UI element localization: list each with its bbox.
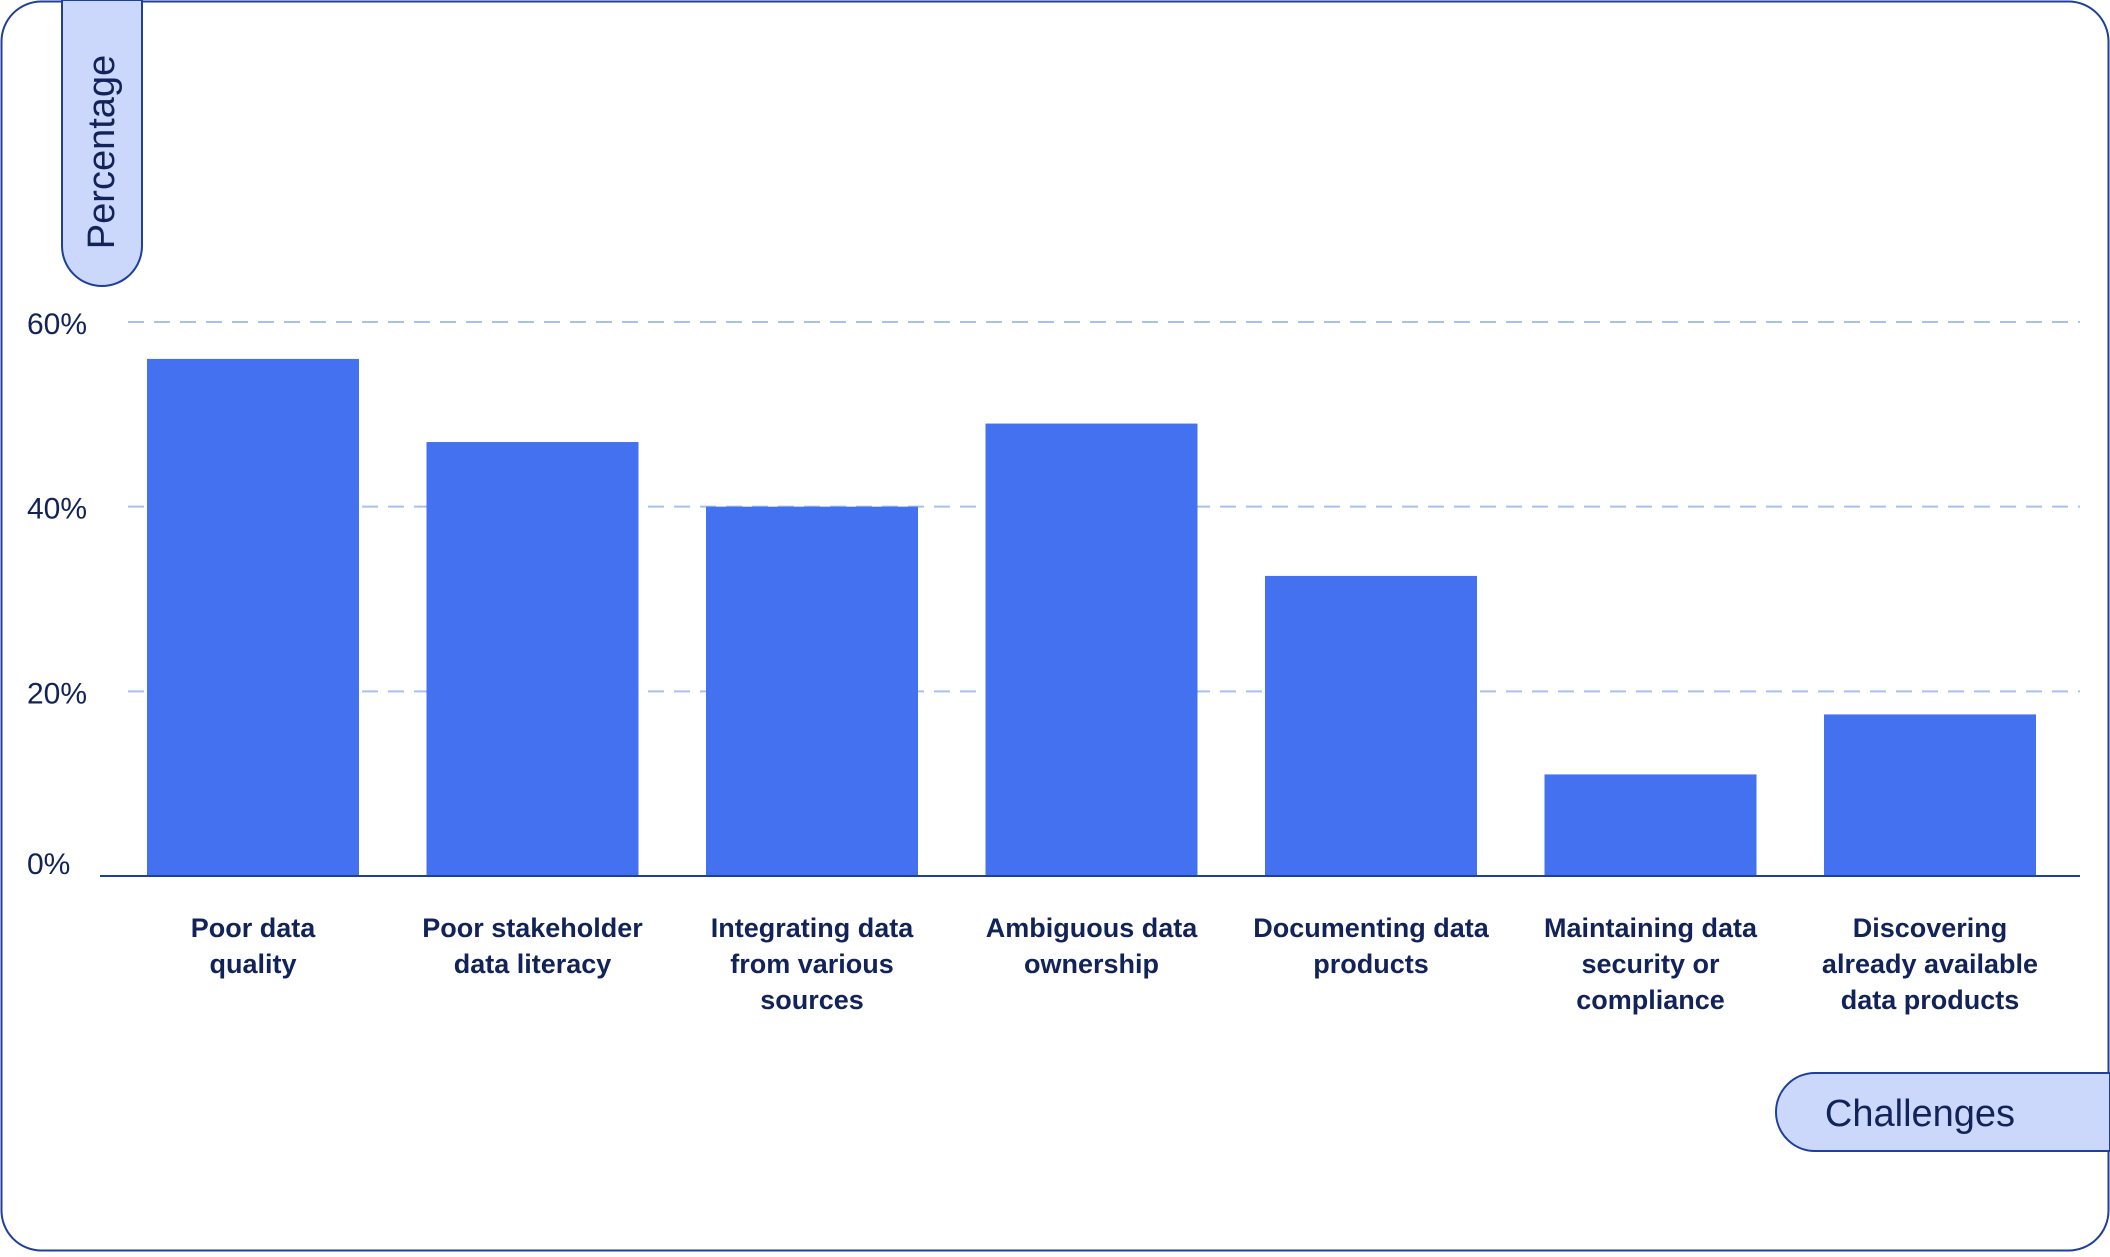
- x-tick-labels: Poor data quality Poor stakeholder data lit…: [191, 913, 2038, 1015]
- x-tick-label-line: already available: [1822, 949, 2038, 979]
- bars: [147, 358, 2036, 876]
- bar: [426, 442, 639, 876]
- x-tick-label-line: data literacy: [454, 949, 612, 979]
- x-tick-label-line: quality: [209, 949, 296, 979]
- y-tick-labels: 0% 20% 40% 60%: [27, 308, 87, 881]
- bar: [985, 423, 1198, 876]
- bar: [1265, 575, 1477, 876]
- x-tick-label-line: Integrating data: [711, 913, 914, 943]
- x-tick-label-line: Ambiguous data: [986, 913, 1198, 943]
- x-tick-label: Ambiguous data ownership: [986, 913, 1198, 979]
- x-tick-label: Documenting data products: [1253, 913, 1489, 979]
- x-tick-label-line: ownership: [1024, 949, 1159, 979]
- y-tick-label: 20%: [27, 677, 87, 710]
- x-tick-label-line: compliance: [1576, 985, 1725, 1015]
- bar: [706, 506, 918, 876]
- x-tick-label-line: Documenting data: [1253, 913, 1489, 943]
- x-tick-label: Integrating data from various sources: [711, 913, 914, 1015]
- bar: [147, 358, 359, 876]
- x-tick-label-line: data products: [1841, 985, 2020, 1015]
- x-tick-label: Poor data quality: [191, 913, 317, 979]
- bar: [1824, 714, 2036, 876]
- y-tick-label: 60%: [27, 308, 87, 341]
- y-axis-title: Percentage: [81, 55, 123, 249]
- y-axis-title-pill: Percentage: [61, 0, 143, 287]
- x-tick-label: Discovering already available data product…: [1822, 913, 2038, 1015]
- x-axis-title: Challenges: [1825, 1093, 2015, 1135]
- x-tick-label-line: Poor stakeholder: [422, 913, 643, 943]
- x-tick-label-line: products: [1313, 949, 1429, 979]
- y-tick-label: 40%: [27, 493, 87, 526]
- x-tick-label: Maintaining data security or compliance: [1544, 913, 1758, 1015]
- bar: [1544, 774, 1757, 876]
- x-tick-label-line: Poor data: [191, 913, 317, 943]
- x-tick-label-line: from various: [730, 949, 894, 979]
- x-tick-label-line: Discovering: [1853, 913, 2008, 943]
- x-tick-label-line: Maintaining data: [1544, 913, 1758, 943]
- x-tick-label: Poor stakeholder data literacy: [422, 913, 643, 979]
- x-tick-label-line: security or: [1581, 949, 1720, 979]
- y-tick-label: 0%: [27, 848, 70, 881]
- x-tick-label-line: sources: [760, 985, 864, 1015]
- x-axis-title-pill: Challenges: [1775, 1072, 2110, 1152]
